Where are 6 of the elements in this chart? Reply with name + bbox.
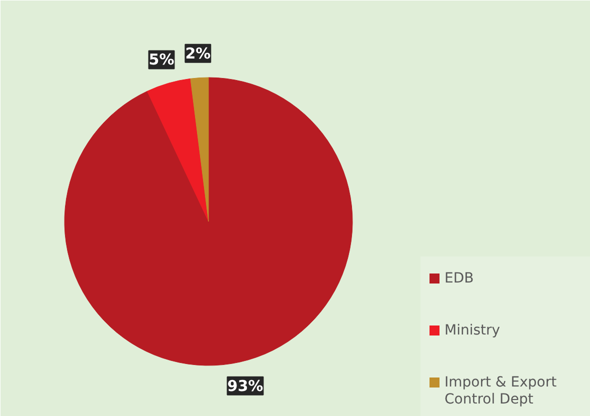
legend-label: EDB [444, 270, 474, 286]
legend-label: Import & Export Control Dept [444, 374, 558, 408]
data-label: 93% [227, 376, 264, 395]
data-label: 2% [185, 44, 211, 62]
legend-label: Ministry [444, 322, 500, 338]
data-label: 5% [148, 50, 174, 69]
